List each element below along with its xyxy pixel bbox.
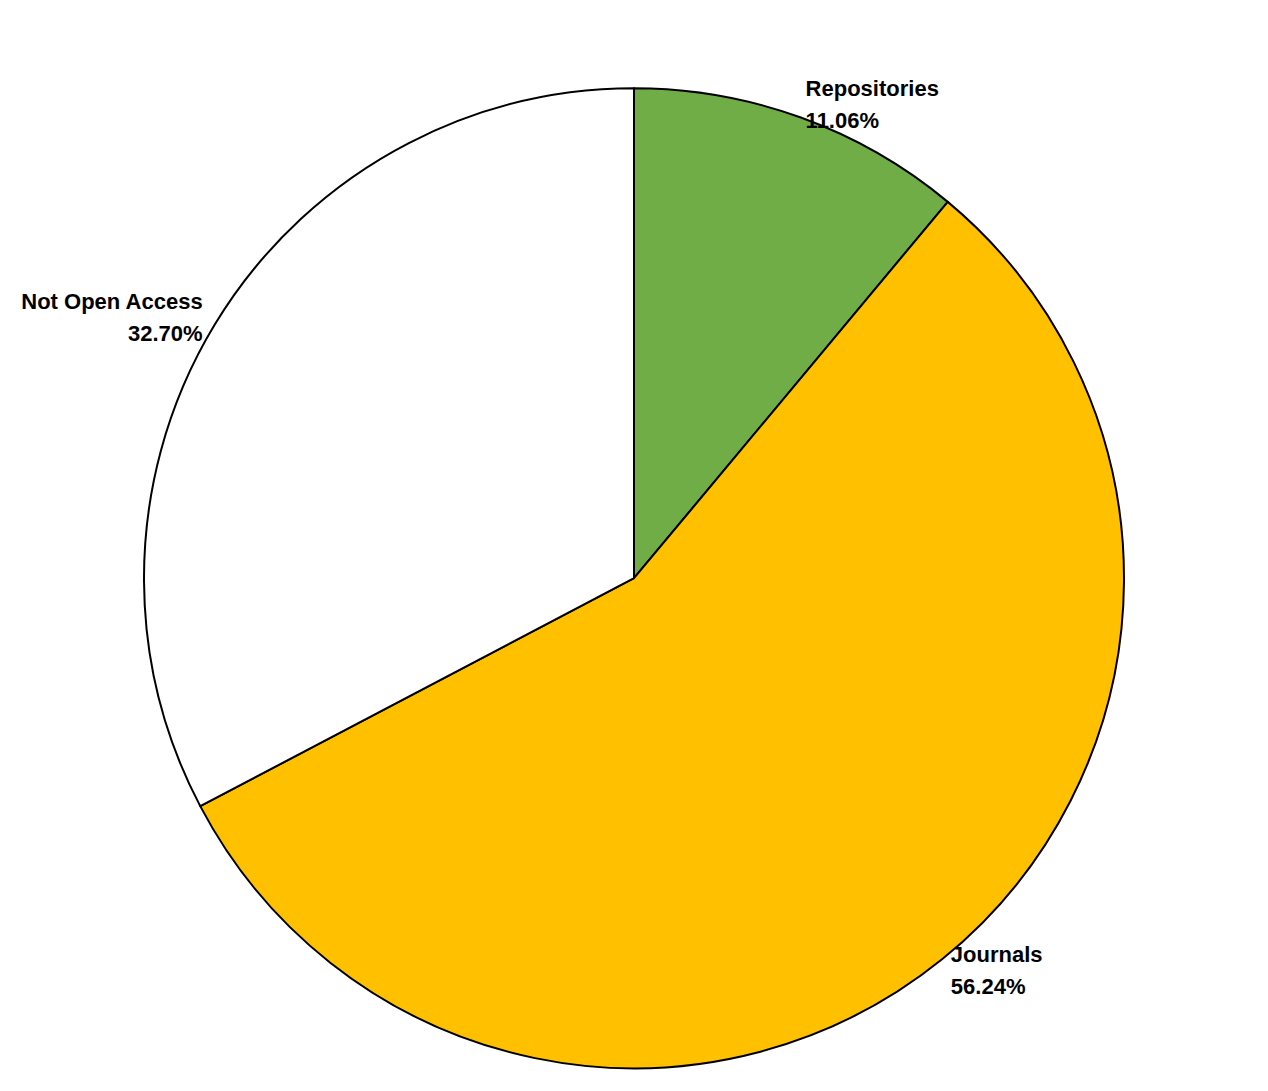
svg-text:Not Open Access: Not Open Access xyxy=(21,289,202,314)
svg-text:Repositories: Repositories xyxy=(806,76,939,101)
svg-text:56.24%: 56.24% xyxy=(951,974,1026,999)
svg-text:11.06%: 11.06% xyxy=(806,108,879,133)
svg-text:32.70%: 32.70% xyxy=(128,321,203,346)
svg-text:Journals: Journals xyxy=(951,942,1043,967)
